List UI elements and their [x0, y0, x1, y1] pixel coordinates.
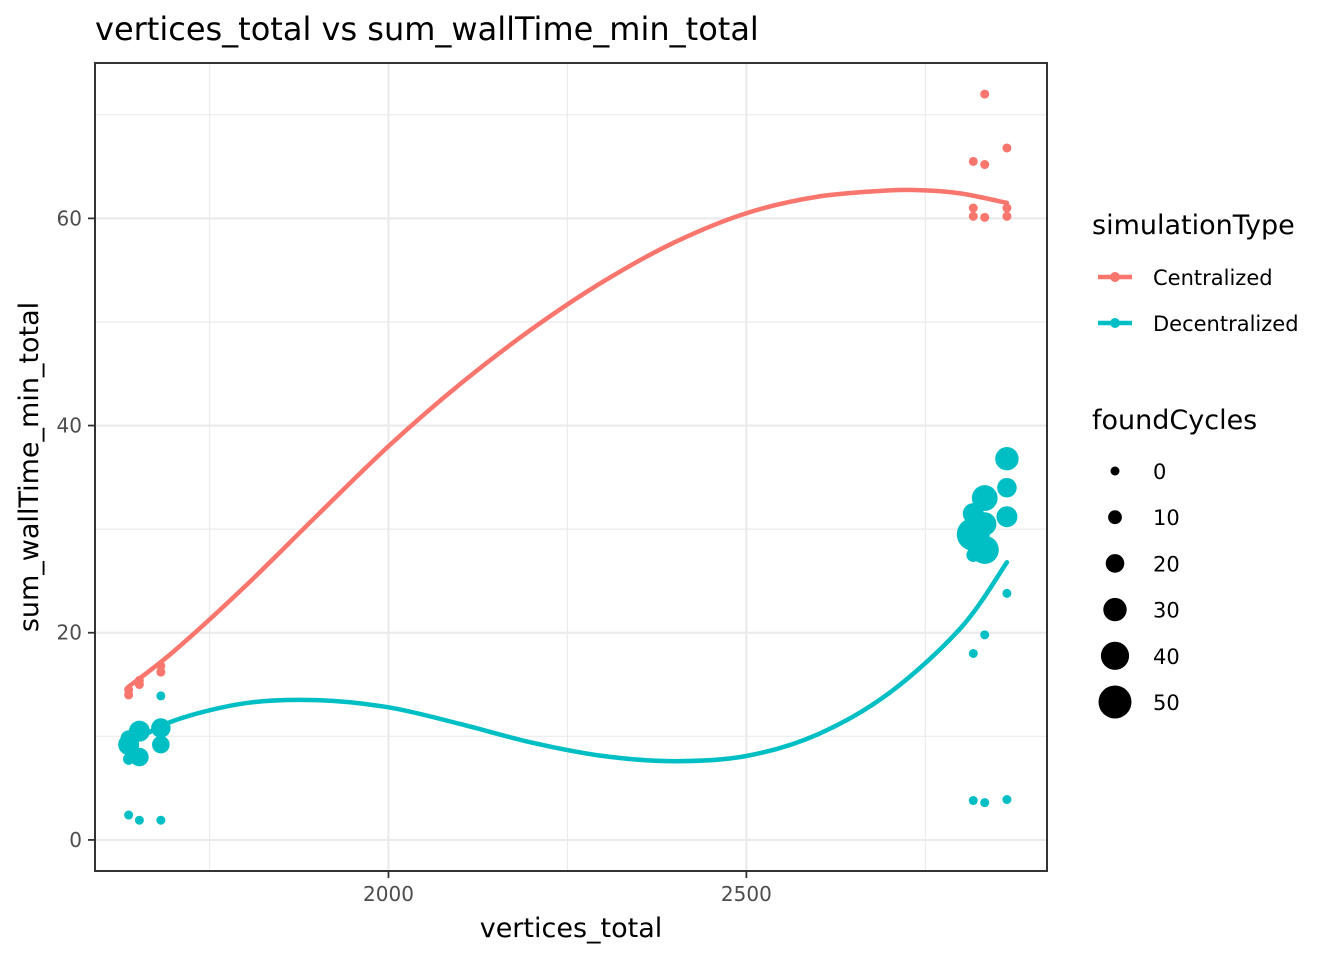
x-tick-label: 2000	[363, 882, 414, 906]
data-point	[980, 630, 990, 640]
data-point	[151, 718, 171, 738]
data-point	[156, 815, 166, 825]
size-legend-key	[1100, 641, 1130, 670]
size-legend: foundCycles 0 10 20 30 40 50	[1092, 405, 1257, 719]
y-tick-label: 40	[57, 414, 82, 438]
legend-label: Decentralized	[1153, 312, 1299, 336]
size-legend-key	[1105, 554, 1125, 573]
smooth-lines	[126, 187, 1010, 764]
size-legend-key	[1110, 466, 1120, 476]
size-legend-title: foundCycles	[1092, 405, 1257, 436]
data-point	[971, 485, 998, 511]
data-point	[124, 810, 134, 820]
size-legend-label: 20	[1153, 552, 1180, 576]
legend-label: Centralized	[1153, 266, 1273, 290]
minor-grid	[95, 63, 1047, 871]
major-grid	[95, 63, 1047, 871]
data-point	[968, 156, 978, 166]
y-tick-label: 0	[69, 828, 82, 852]
x-axis: 2000 2500	[363, 871, 772, 906]
size-legend-label: 30	[1153, 599, 1180, 623]
size-legend-label: 0	[1153, 460, 1166, 484]
x-tick-label: 2500	[721, 882, 772, 906]
size-legend-key	[1103, 597, 1127, 622]
size-legend-key	[1098, 685, 1132, 719]
data-point	[128, 720, 150, 742]
y-axis: 0 20 40 60	[57, 206, 95, 852]
data-point	[1002, 588, 1012, 598]
data-point	[134, 815, 144, 825]
data-point	[968, 211, 978, 221]
smooth-line-centralized	[126, 187, 1010, 689]
data-point	[152, 735, 170, 754]
color-legend: simulationType Centralized Decentralized	[1092, 210, 1299, 336]
x-axis-title: vertices_total	[480, 913, 663, 944]
data-point	[130, 747, 149, 767]
y-tick-label: 60	[57, 206, 82, 230]
data-point	[156, 667, 166, 677]
chart-title: vertices_total vs sum_wallTime_min_total	[95, 10, 759, 48]
size-legend-label: 50	[1153, 691, 1180, 715]
data-point	[980, 89, 990, 99]
plot-border	[94, 62, 1048, 872]
data-point	[980, 798, 990, 808]
y-tick-label: 20	[57, 621, 82, 645]
data-point	[1002, 143, 1012, 153]
data-point	[156, 691, 166, 701]
data-point	[124, 685, 134, 695]
data-point	[997, 477, 1017, 498]
data-points	[118, 89, 1019, 825]
data-point	[970, 535, 999, 564]
data-point	[968, 796, 978, 806]
size-legend-label: 40	[1153, 645, 1180, 669]
size-legend-key	[1108, 510, 1122, 525]
data-point	[968, 648, 978, 658]
data-point	[996, 506, 1018, 528]
color-legend-title: simulationType	[1092, 210, 1295, 241]
data-point	[134, 675, 144, 685]
data-point	[995, 447, 1019, 471]
data-point	[973, 512, 997, 536]
legend-key-point	[1110, 272, 1120, 282]
data-point	[968, 203, 978, 213]
data-point	[1002, 203, 1012, 213]
smooth-line-decentralized	[126, 560, 1010, 764]
data-point	[1002, 211, 1012, 221]
size-legend-label: 10	[1153, 506, 1180, 530]
y-axis-title: sum_wallTime_min_total	[14, 302, 45, 632]
data-point	[156, 661, 166, 671]
data-point	[980, 160, 990, 170]
data-point	[1002, 795, 1012, 805]
data-point	[980, 212, 990, 222]
legend-key-point	[1110, 318, 1120, 328]
